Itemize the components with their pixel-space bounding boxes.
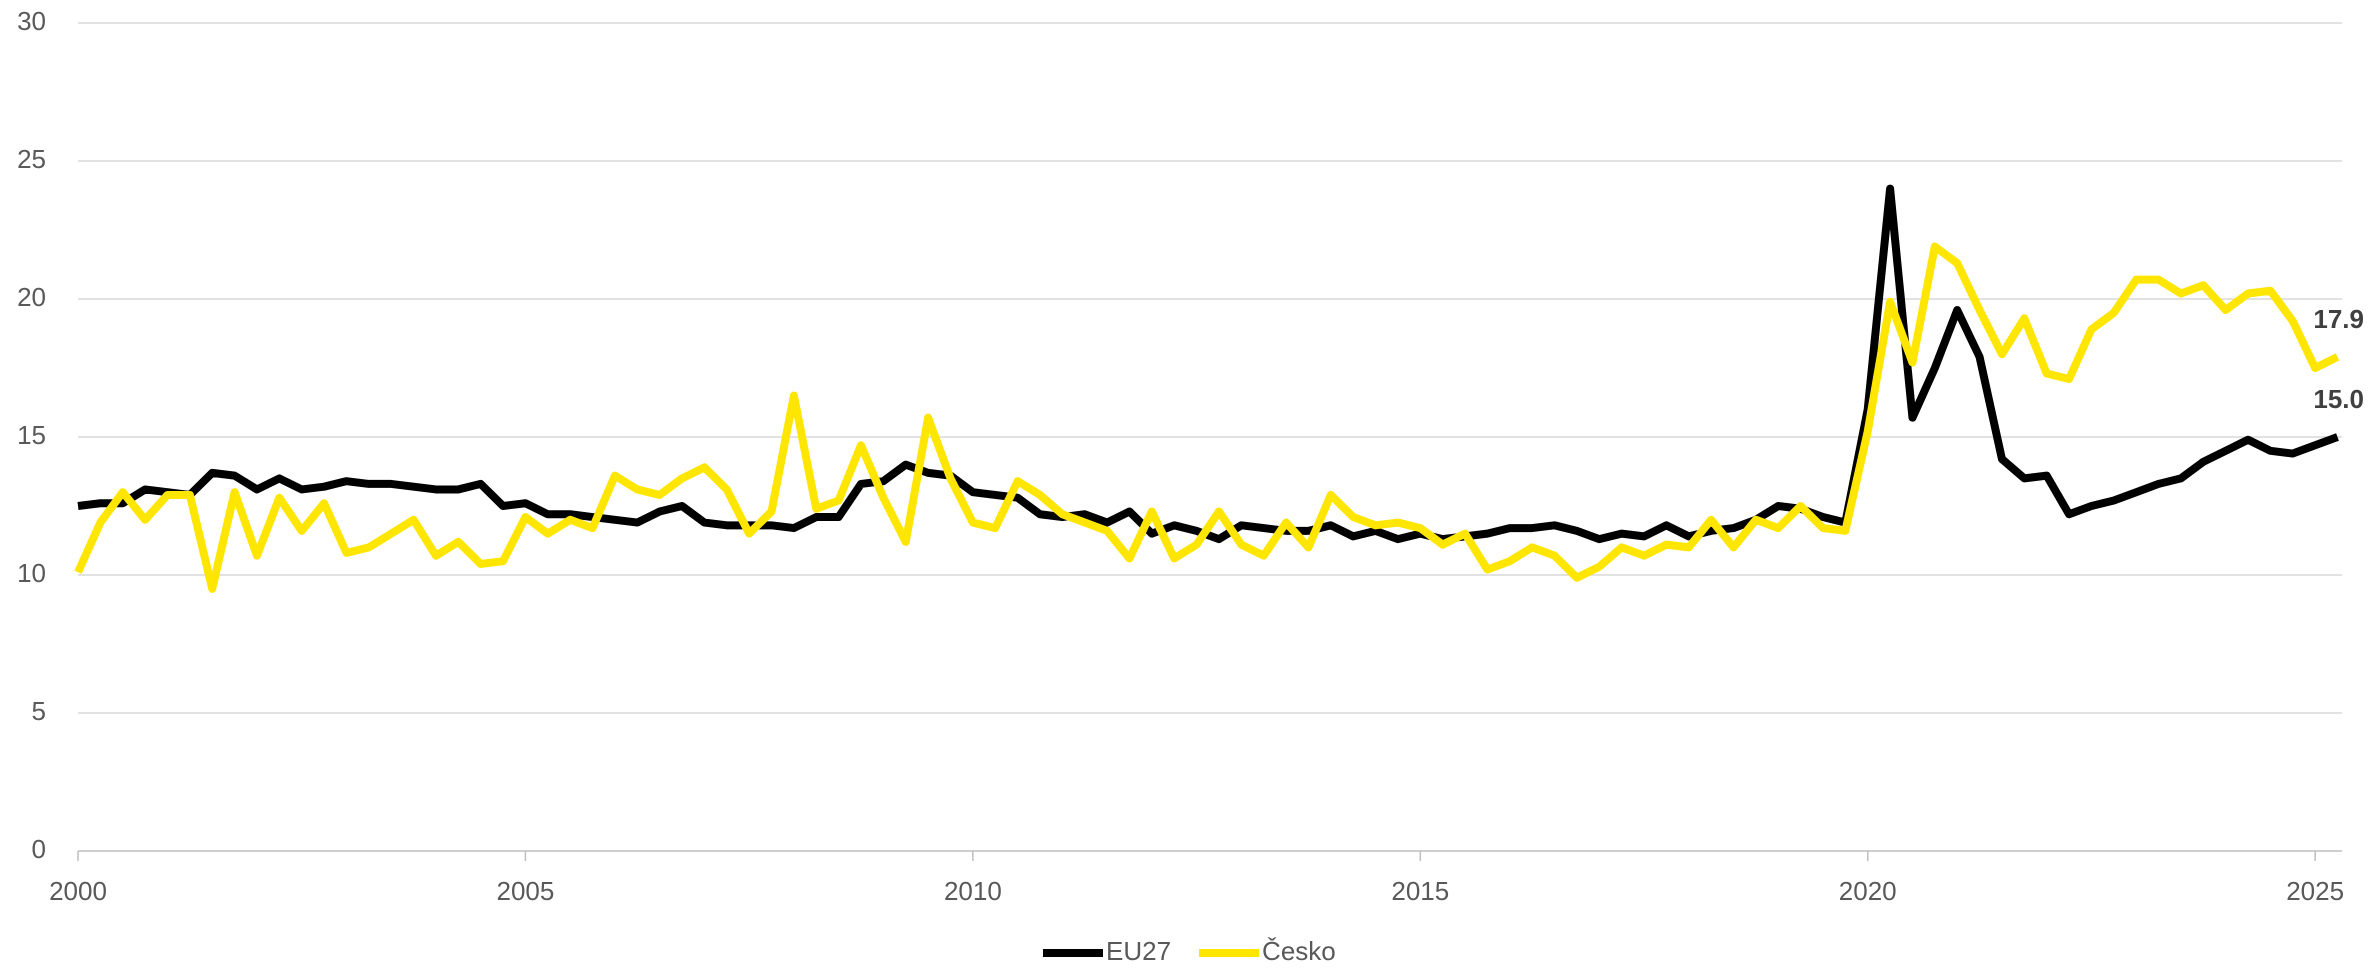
y-tick-label: 0: [32, 834, 46, 864]
series-line: [74, 242, 2340, 593]
legend-label: Česko: [1262, 936, 1336, 966]
x-tick-label: 2005: [497, 876, 555, 906]
x-tick-label: 2025: [2286, 876, 2344, 906]
data-label: 15.0: [2313, 384, 2364, 414]
y-tick-label: 5: [32, 696, 46, 726]
y-tick-label: 30: [17, 6, 46, 36]
legend-label: EU27: [1106, 936, 1171, 966]
y-tick-label: 15: [17, 420, 46, 450]
y-tick-label: 20: [17, 282, 46, 312]
y-tick-label: 25: [17, 144, 46, 174]
series-line: [77, 184, 2339, 544]
x-tick-label: 2015: [1391, 876, 1449, 906]
x-tick-label: 2000: [49, 876, 107, 906]
data-label: 17.9: [2313, 304, 2364, 334]
x-tick-label: 2020: [1839, 876, 1897, 906]
x-tick-label: 2010: [944, 876, 1002, 906]
y-tick-label: 10: [17, 558, 46, 588]
